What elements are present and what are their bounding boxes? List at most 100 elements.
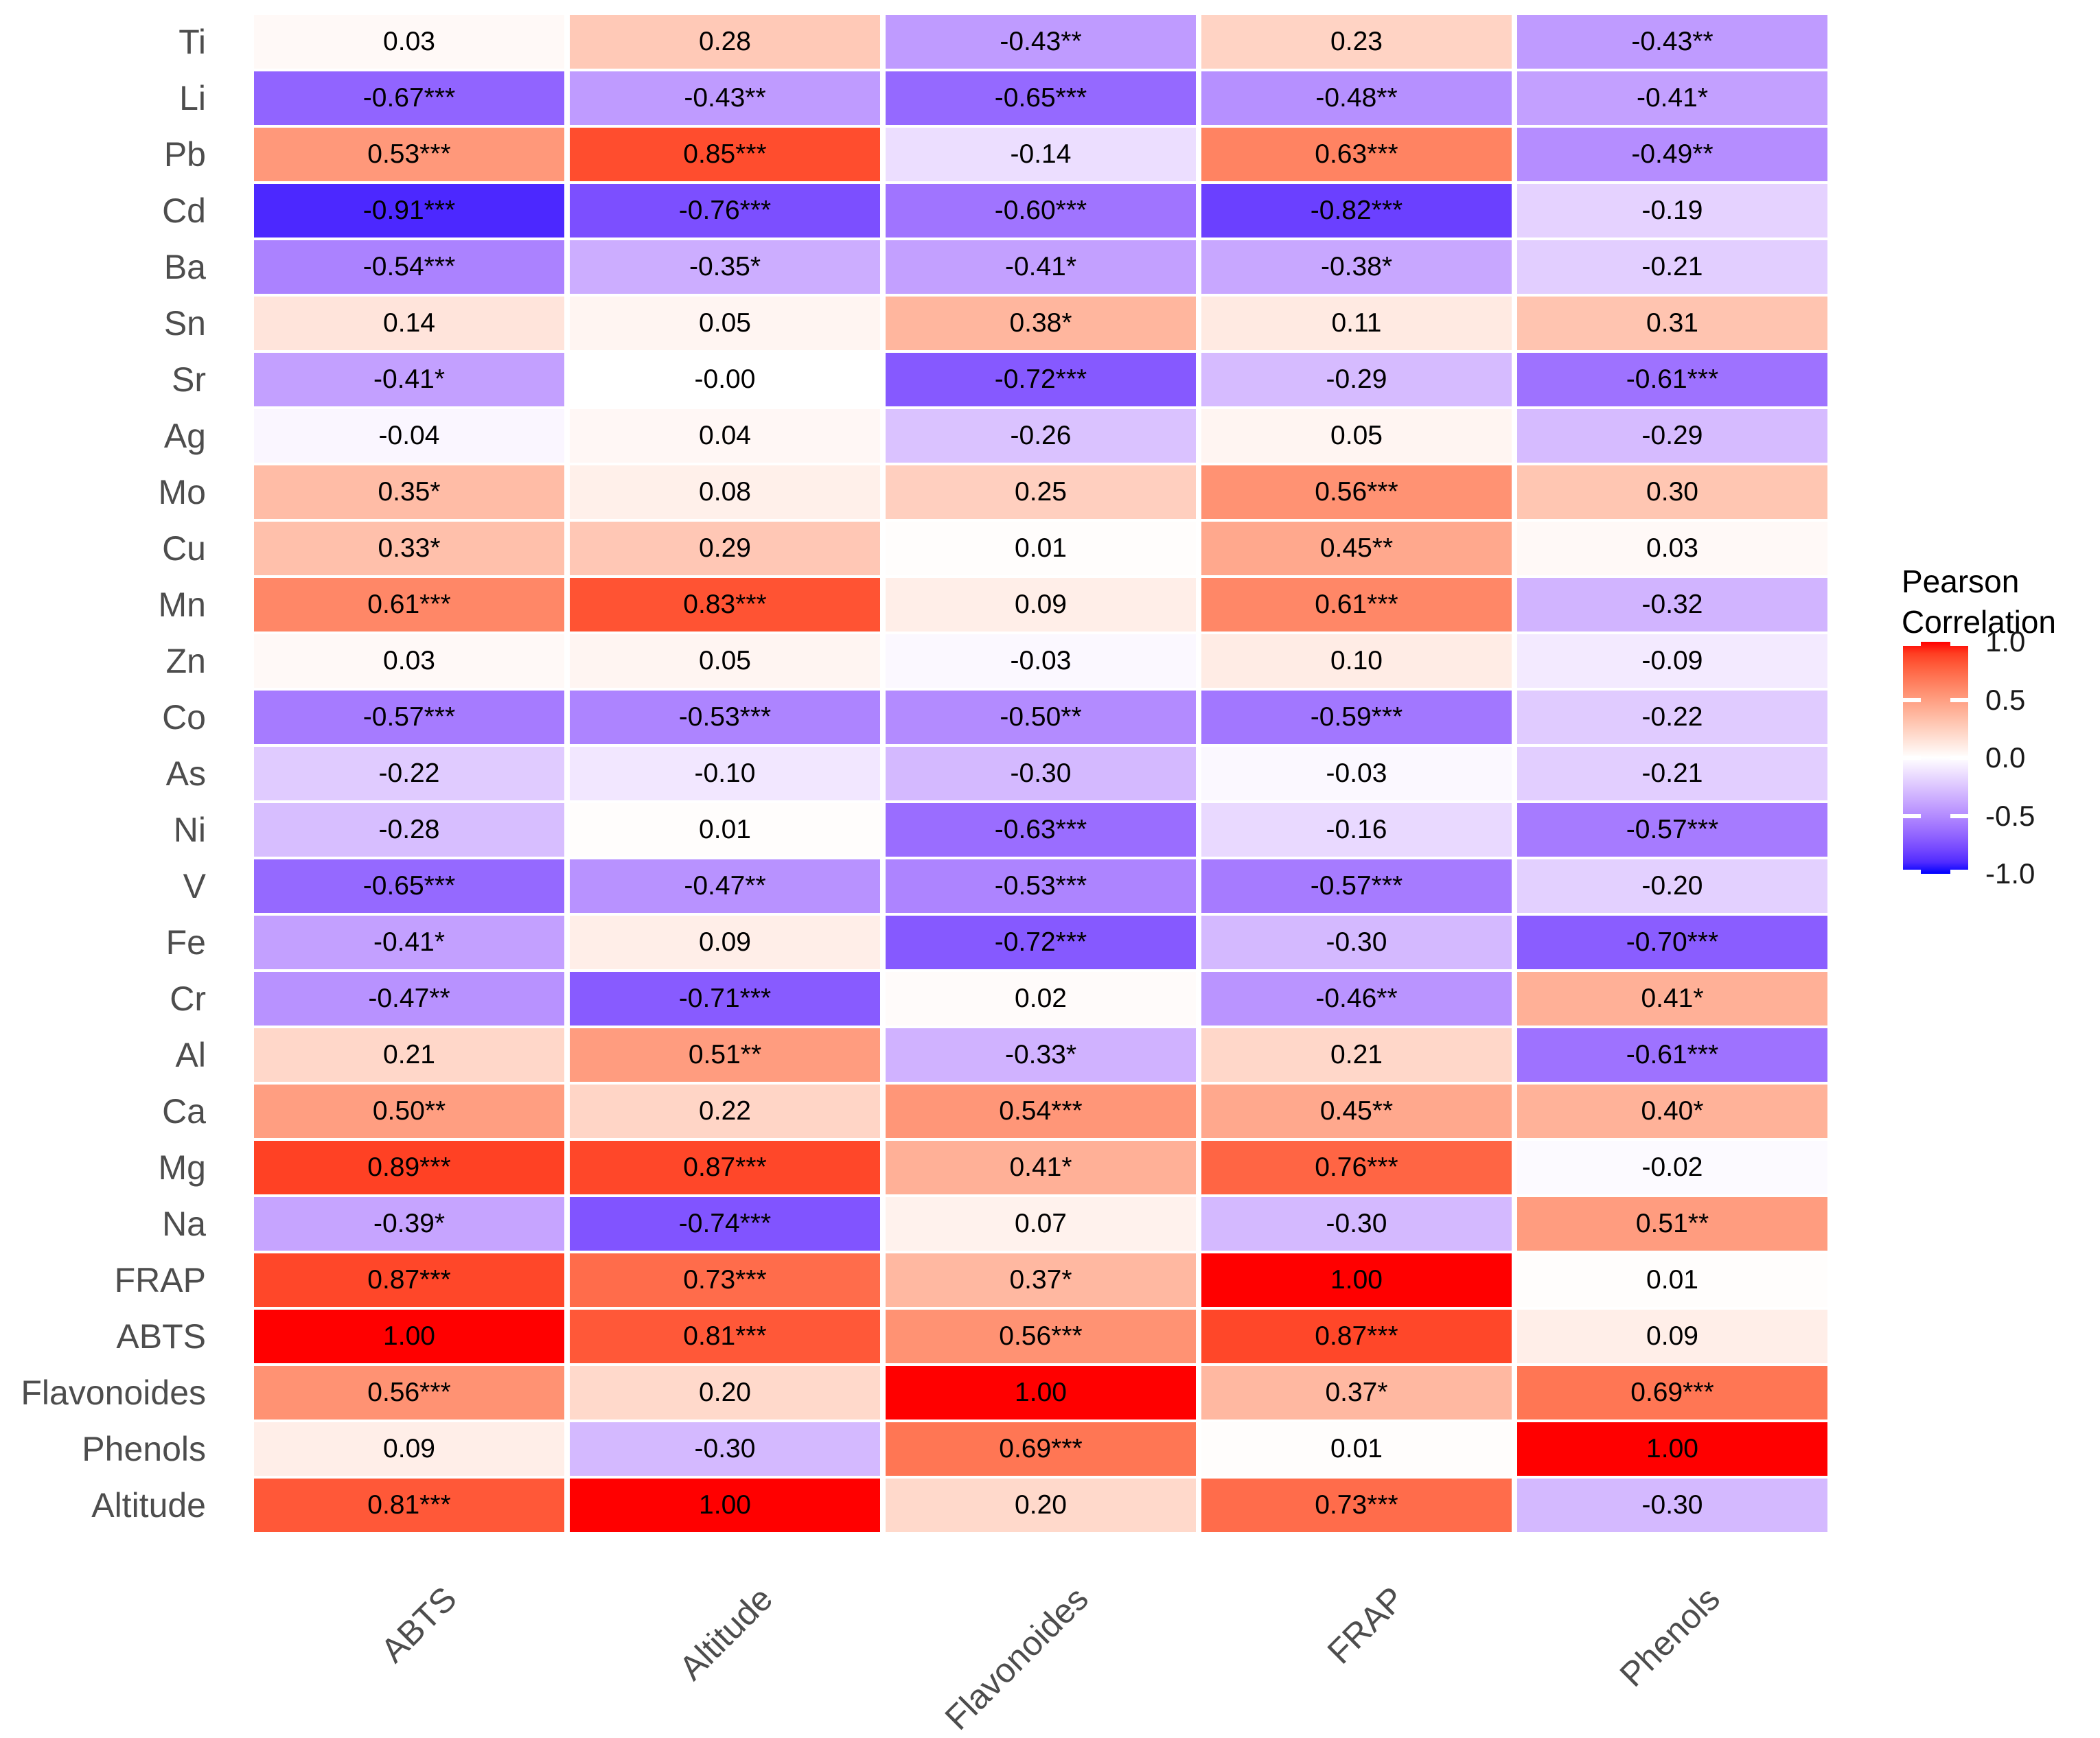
cell-value: -0.72*** <box>994 927 1087 957</box>
cell-value: -0.21 <box>1641 758 1703 788</box>
legend-title: Pearson Correlation <box>1902 561 2056 642</box>
heatmap-cell: -0.14 <box>886 128 1196 181</box>
heatmap-cell: -0.20 <box>1517 859 1827 913</box>
colorbar-tick-mark <box>1903 756 1921 760</box>
heatmap-cell: 0.03 <box>254 15 564 69</box>
heatmap-cell: 0.20 <box>886 1479 1196 1532</box>
cell-value: 0.02 <box>1015 984 1067 1013</box>
cell-value: 0.87*** <box>1315 1321 1398 1351</box>
heatmap-cell: 0.56*** <box>886 1310 1196 1363</box>
cell-value: -0.16 <box>1326 815 1387 844</box>
cell-value: 0.04 <box>699 421 751 450</box>
cell-value: 0.50** <box>372 1096 446 1126</box>
y-axis-label: Ag <box>163 417 206 455</box>
y-axis-label: Cd <box>162 192 206 230</box>
cell-value: -0.03 <box>1010 646 1072 675</box>
cell-value: 0.76*** <box>1315 1152 1398 1182</box>
heatmap-cell: -0.19 <box>1517 184 1827 237</box>
cell-value: -0.30 <box>1326 927 1387 957</box>
heatmap-cell: 1.00 <box>570 1479 880 1532</box>
cell-value: -0.19 <box>1641 196 1703 225</box>
heatmap-cell: 0.01 <box>1201 1422 1512 1476</box>
cell-value: 0.22 <box>699 1096 751 1126</box>
cell-value: -0.09 <box>1641 646 1703 675</box>
cell-value: 0.07 <box>1015 1209 1067 1238</box>
cell-value: -0.43** <box>1631 27 1714 56</box>
heatmap-cell: 0.40* <box>1517 1085 1827 1138</box>
heatmap-cell: -0.30 <box>1201 1197 1512 1251</box>
cell-value: -0.22 <box>1641 702 1703 732</box>
cell-value: -0.65*** <box>994 83 1087 113</box>
cell-value: -0.57*** <box>362 702 456 732</box>
heatmap-cell: 0.73*** <box>1201 1479 1512 1532</box>
y-axis-label: Sr <box>172 360 206 399</box>
heatmap-cell: 0.37* <box>886 1253 1196 1307</box>
heatmap-cell: -0.53*** <box>886 859 1196 913</box>
cell-value: 0.11 <box>1331 308 1382 338</box>
cell-value: 0.73*** <box>1315 1490 1398 1520</box>
legend-tick-label: 0.5 <box>1985 683 2026 716</box>
cell-value: 0.05 <box>699 646 751 675</box>
heatmap-cell: -0.41* <box>254 353 564 406</box>
heatmap-cell: 0.45** <box>1201 522 1512 575</box>
heatmap-cell: -0.41* <box>1517 71 1827 125</box>
cell-value: -0.61*** <box>1626 364 1719 394</box>
heatmap-cell: 0.10 <box>1201 634 1512 688</box>
legend-tick-label: 0.0 <box>1985 741 2026 774</box>
cell-value: 0.51** <box>688 1040 762 1069</box>
cell-value: 0.33* <box>378 533 441 563</box>
cell-value: 1.00 <box>699 1490 751 1520</box>
heatmap-cell: -0.43** <box>886 15 1196 69</box>
cell-value: 0.03 <box>383 646 435 675</box>
cell-value: -0.60*** <box>994 196 1087 225</box>
cell-value: 0.56*** <box>1315 477 1398 507</box>
x-axis-label-text: Phenols <box>1612 1579 1728 1695</box>
cell-value: 0.21 <box>383 1040 435 1069</box>
colorbar-tick-mark <box>1903 697 1921 702</box>
y-axis-label: Fe <box>165 923 206 962</box>
cell-value: 0.53*** <box>367 139 451 169</box>
cell-value: -0.35* <box>689 252 761 281</box>
cell-value: 0.37* <box>1009 1265 1072 1295</box>
heatmap-cell: 0.04 <box>570 409 880 463</box>
cell-value: 0.03 <box>383 27 435 56</box>
cell-value: 1.00 <box>1330 1265 1383 1295</box>
heatmap-cell: 0.31 <box>1517 297 1827 350</box>
heatmap-cell: 0.28 <box>570 15 880 69</box>
heatmap-cell: -0.10 <box>570 747 880 800</box>
heatmap-cell: -0.02 <box>1517 1141 1827 1194</box>
cell-value: -0.14 <box>1010 139 1072 169</box>
heatmap-cell: -0.43** <box>1517 15 1827 69</box>
cell-value: -0.91*** <box>362 196 456 225</box>
cell-value: -0.46** <box>1315 984 1398 1013</box>
cell-value: 0.20 <box>699 1378 751 1407</box>
cell-value: 0.61*** <box>1315 590 1398 619</box>
colorbar-tick-mark <box>1950 642 1968 646</box>
heatmap-cell: 0.09 <box>886 578 1196 632</box>
heatmap-cell: 0.56*** <box>254 1366 564 1420</box>
heatmap-cell: -0.22 <box>254 747 564 800</box>
cell-value: 0.41* <box>1641 984 1704 1013</box>
heatmap-cell: -0.43** <box>570 71 880 125</box>
y-axis-label: Zn <box>165 642 206 680</box>
y-axis-label: Sn <box>163 304 206 343</box>
y-axis-label: Mn <box>158 586 206 624</box>
cell-value: -0.41* <box>373 364 446 394</box>
cell-value: 0.05 <box>1330 421 1383 450</box>
cell-value: -0.03 <box>1326 758 1387 788</box>
cell-value: -0.41* <box>373 927 446 957</box>
heatmap-cell: 0.45** <box>1201 1085 1512 1138</box>
cell-value: -0.22 <box>378 758 440 788</box>
heatmap-cell: -0.67*** <box>254 71 564 125</box>
heatmap-cell: -0.50** <box>886 691 1196 744</box>
y-axis-label: Co <box>162 698 206 737</box>
heatmap-cell: 0.22 <box>570 1085 880 1138</box>
cell-value: 0.29 <box>699 533 751 563</box>
heatmap-cell: -0.03 <box>1201 747 1512 800</box>
heatmap-cell: 0.69*** <box>1517 1366 1827 1420</box>
heatmap-cell: -0.70*** <box>1517 916 1827 969</box>
heatmap-cell: -0.54*** <box>254 240 564 294</box>
cell-value: 1.00 <box>383 1321 435 1351</box>
legend-title-line1: Pearson <box>1902 564 2020 599</box>
cell-value: -0.43** <box>1000 27 1082 56</box>
